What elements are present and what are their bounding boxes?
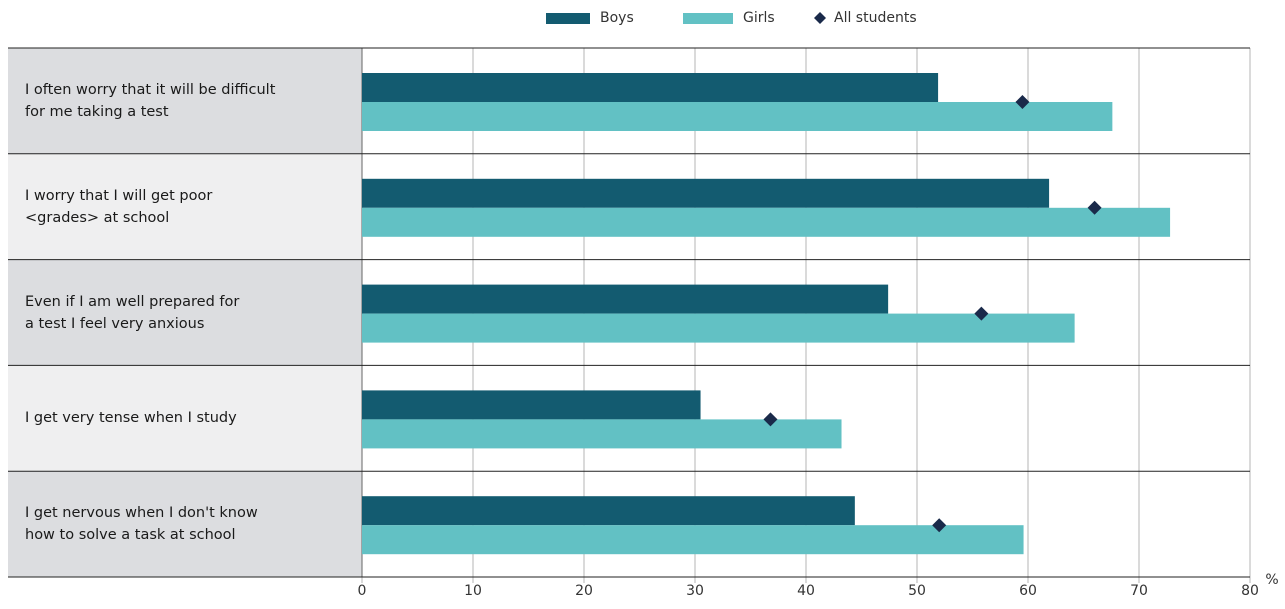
diamond-marker — [1015, 95, 1030, 109]
diamond-marker — [763, 412, 778, 427]
legend-swatch — [546, 13, 590, 24]
label-panel — [8, 153, 362, 260]
category-label: Even if I am well prepared for a test I … — [25, 293, 240, 332]
x-tick-label: 40 — [797, 583, 815, 599]
x-tick-label: 70 — [1130, 583, 1148, 599]
bar — [362, 419, 842, 449]
bar — [362, 178, 1050, 208]
bar — [362, 525, 1024, 555]
bar — [362, 284, 889, 314]
category-label: I often worry that it will be difficult … — [25, 81, 276, 120]
axis-unit: % — [1265, 572, 1278, 588]
bar — [362, 313, 1075, 343]
x-tick-label: 80 — [1241, 583, 1259, 599]
legend-label: Boys — [600, 10, 634, 26]
legend-label: All students — [834, 10, 917, 26]
label-panel — [8, 471, 362, 577]
legend-marker — [814, 12, 826, 24]
bar — [362, 207, 1171, 237]
diamond-marker — [932, 518, 947, 533]
diamond-marker — [1087, 200, 1102, 215]
legend-label: Girls — [743, 10, 775, 26]
category-label: I worry that I will get poor <grades> at… — [25, 187, 213, 226]
bar — [362, 496, 855, 526]
bar — [362, 102, 1113, 131]
label-panel — [8, 365, 362, 472]
bar — [362, 73, 939, 102]
diamond-marker — [974, 306, 989, 321]
bar — [362, 390, 701, 420]
label-panel — [8, 48, 362, 154]
x-tick-label: 10 — [464, 583, 482, 599]
category-label: I get nervous when I don't know how to s… — [25, 505, 258, 544]
legend-swatch — [683, 13, 733, 24]
x-tick-label: 60 — [1019, 583, 1037, 599]
x-tick-label: 50 — [908, 583, 926, 599]
label-panel — [8, 259, 362, 366]
x-tick-label: 30 — [686, 583, 704, 599]
category-label: I get very tense when I study — [25, 410, 237, 427]
x-tick-label: 0 — [358, 583, 367, 599]
x-tick-label: 20 — [575, 583, 593, 599]
